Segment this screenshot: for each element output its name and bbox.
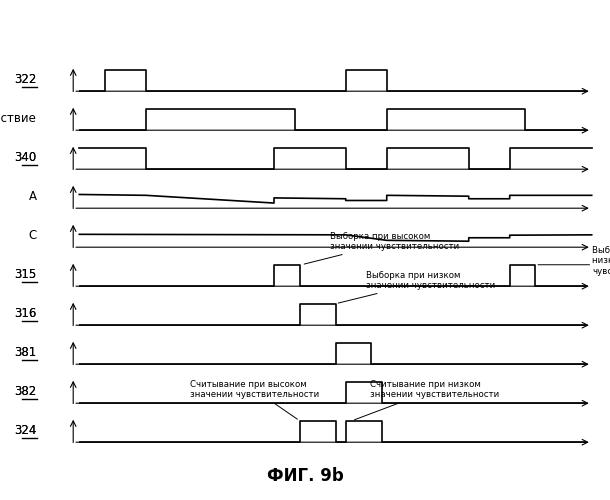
Text: 322: 322 [14,73,37,86]
Text: 316: 316 [14,307,37,320]
Text: C: C [28,229,37,242]
Text: ФИГ. 9b: ФИГ. 9b [267,467,343,485]
Text: Выборка при высоком
значении чувствительности: Выборка при высоком значении чувствитель… [304,232,459,264]
Text: Воздействие: Воздействие [0,112,37,125]
Text: 315: 315 [15,268,37,281]
Text: 382: 382 [15,385,37,398]
Text: 340: 340 [15,151,37,164]
Text: A: A [29,190,37,203]
Text: 382: 382 [15,385,37,398]
Text: Выборка при низком
значении чувствительности: Выборка при низком значении чувствительн… [338,270,495,303]
Text: Считывание при низком
значении чувствительности: Считывание при низком значении чувствите… [354,380,500,420]
Text: Выборка при
низком значении
чувствительности: Выборка при низком значении чувствительн… [592,246,610,276]
Text: 316: 316 [14,307,37,320]
Text: Считывание при высоком
значении чувствительности: Считывание при высоком значении чувствит… [190,380,319,419]
Text: 322: 322 [14,73,37,86]
Text: 340: 340 [15,151,37,164]
Text: 324: 324 [14,424,37,437]
Text: 315: 315 [15,268,37,281]
Text: 381: 381 [15,346,37,359]
Text: 381: 381 [15,346,37,359]
Text: 324: 324 [14,424,37,437]
